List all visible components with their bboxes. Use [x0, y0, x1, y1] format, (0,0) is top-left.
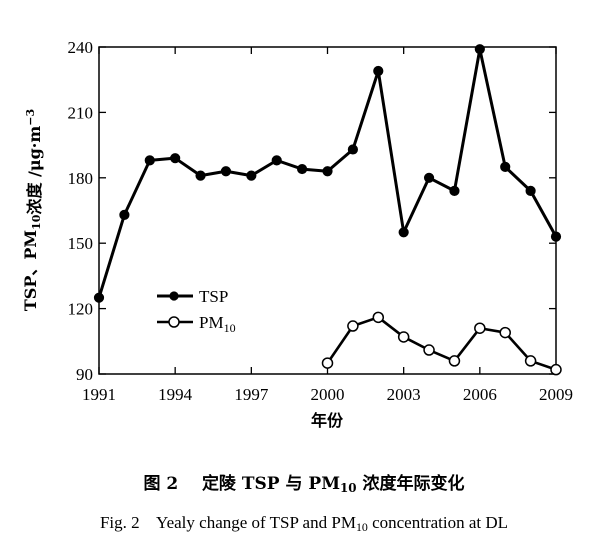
data-point-tsp [322, 166, 333, 177]
y-tick-label: 240 [68, 38, 94, 57]
x-tick-label: 2003 [387, 385, 421, 404]
data-point-pm10 [347, 320, 359, 332]
x-tick-label: 1994 [158, 385, 193, 404]
data-point-tsp [195, 170, 206, 181]
y-axis-title: TSP、PM10浓度 /μg·m−3 [21, 109, 44, 311]
data-point-tsp [119, 209, 130, 220]
data-point-tsp [347, 144, 358, 155]
legend-marker-tsp [169, 291, 179, 301]
data-point-pm10 [499, 326, 511, 339]
data-point-tsp [373, 65, 384, 77]
series-line-pm10 [326, 316, 557, 371]
caption-cn-text: 定陵 TSP 与 PM10 浓度年际变化 [201, 474, 465, 495]
x-tick-label: 2006 [463, 385, 497, 404]
data-point-tsp [550, 231, 562, 242]
plot-frame [98, 46, 557, 375]
data-point-tsp [423, 172, 435, 183]
x-axis-ticks: 1991 1994 1997 2000 2003 2006 2009 [82, 47, 573, 404]
x-axis-title: 年份 [311, 411, 344, 430]
data-point-tsp [144, 155, 155, 166]
data-point-tsp [398, 227, 409, 238]
data-point-pm10 [321, 357, 334, 369]
data-point-pm10 [448, 355, 461, 367]
legend-label-tsp: TSP [199, 287, 228, 306]
data-point-pm10 [372, 311, 385, 324]
data-point-tsp [525, 185, 536, 196]
plot-border [98, 46, 557, 375]
series-pm10 [321, 311, 562, 376]
series-tsp [93, 44, 562, 303]
data-point-tsp [297, 163, 308, 175]
caption-en-prefix: Fig. 2 [99, 513, 140, 532]
data-point-tsp [246, 170, 257, 181]
data-point-pm10 [423, 344, 435, 356]
caption-cn-prefix: 图 2 [143, 474, 179, 494]
data-point-pm10 [474, 322, 486, 334]
data-point-pm10 [550, 363, 562, 376]
data-point-tsp [500, 161, 511, 172]
x-tick-label: 1991 [82, 385, 116, 404]
x-tick-label: 1997 [234, 385, 269, 404]
legend: TSP PM10 [157, 287, 236, 335]
x-tick-label: 2000 [311, 385, 345, 404]
figure-caption-english: Fig. 2 Yealy change of TSP and PM10 conc… [0, 513, 608, 535]
x-tick-label: 2009 [539, 385, 573, 404]
series-layer [93, 44, 562, 376]
data-point-tsp [474, 44, 485, 55]
y-tick-label: 90 [76, 365, 93, 384]
line-chart: 90 120 150 180 210 240 1991 1994 1997 2000 2003 20… [21, 38, 573, 430]
legend-label-pm10: PM10 [199, 313, 236, 335]
data-point-pm10 [524, 355, 537, 367]
data-point-tsp [170, 153, 181, 164]
data-point-tsp [449, 185, 460, 196]
y-tick-label: 120 [68, 300, 94, 319]
data-point-tsp [220, 166, 232, 177]
data-point-tsp [93, 292, 105, 303]
legend-marker-pm10 [168, 316, 180, 328]
y-tick-label: 180 [68, 169, 94, 188]
caption-en-text: Yealy change of TSP and PM10 concentrati… [156, 513, 509, 534]
data-point-pm10 [397, 331, 410, 343]
figure-caption-chinese: 图 2 定陵 TSP 与 PM10 浓度年际变化 [0, 469, 608, 495]
y-axis-ticks: 90 120 150 180 210 240 [68, 38, 556, 384]
y-tick-label: 210 [68, 103, 94, 122]
data-point-tsp [271, 155, 282, 166]
y-tick-label: 150 [68, 234, 94, 253]
